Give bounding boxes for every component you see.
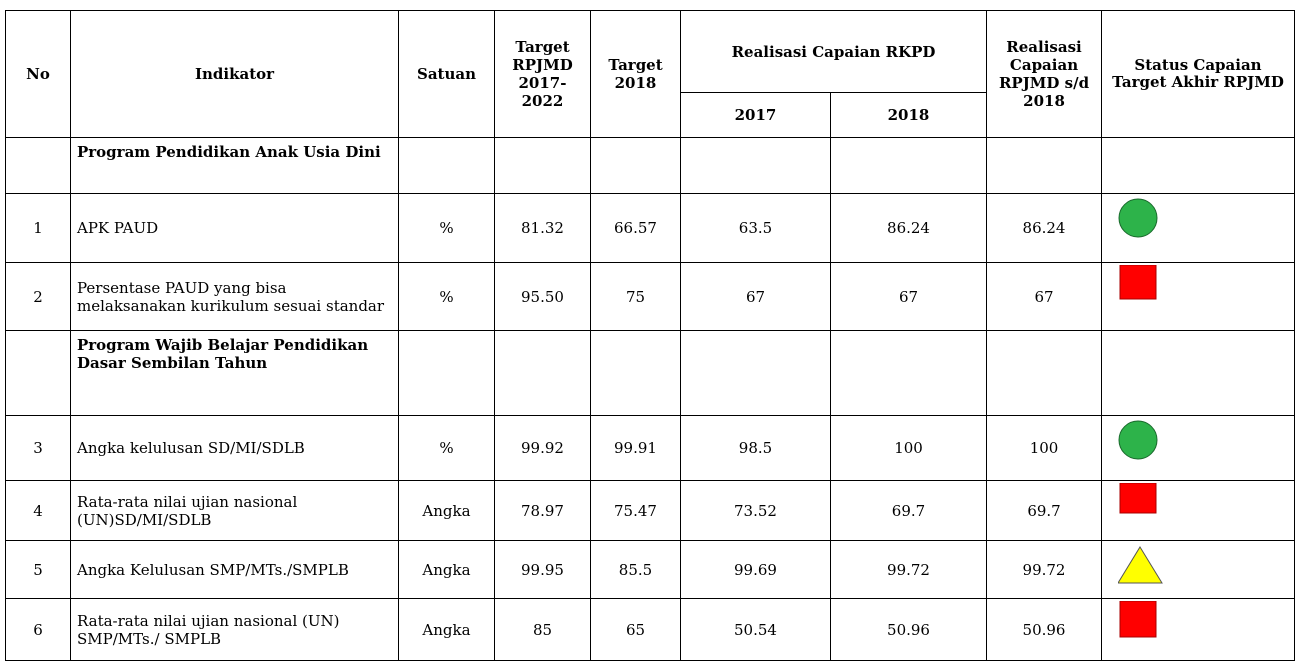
row-number: 1 (5, 193, 71, 263)
value-cell: 99.91 (590, 415, 681, 481)
table-row: Program Pendidikan Anak Usia Dini (5, 137, 1296, 194)
table-row: Program Wajib Belajar Pendidikan Dasar S… (5, 330, 1296, 416)
status-icon (1118, 198, 1158, 238)
indicator: Angka kelulusan SD/MI/SDLB (70, 415, 399, 481)
value-cell: 50.54 (680, 598, 831, 661)
program-title: Program Wajib Belajar Pendidikan Dasar S… (70, 330, 399, 416)
cell (829, 330, 988, 416)
table-row: 6 Rata-rata nilai ujian nasional (UN) SMP… (5, 598, 1296, 661)
header-cell: No (5, 10, 71, 138)
cell (398, 137, 495, 194)
value-cell: 99.72 (986, 540, 1103, 599)
cell (1101, 137, 1296, 194)
value-cell: 99.69 (680, 540, 831, 599)
cell (590, 137, 681, 194)
value-cell: 65 (590, 598, 681, 661)
header-cell: Target 2018 (590, 10, 681, 138)
indicator: Rata-rata nilai ujian nasional (UN) SMP/… (70, 598, 399, 661)
value-cell: 85.5 (590, 540, 681, 599)
value-cell: 99.92 (494, 415, 591, 481)
header-cell: Satuan (398, 10, 495, 138)
cell (494, 330, 591, 416)
indicator: APK PAUD (70, 193, 399, 263)
row-number: 2 (5, 262, 71, 331)
row-number: 6 (5, 598, 71, 661)
header-cell: Status Capaian Target Akhir RPJMD (1101, 10, 1296, 138)
cell (5, 330, 71, 416)
status-cell (1101, 598, 1296, 661)
value-cell: 75 (590, 262, 681, 331)
value-cell: 99.95 (494, 540, 591, 599)
cell (829, 137, 988, 194)
status-cell (1101, 540, 1296, 599)
value-cell: 98.5 (680, 415, 831, 481)
status-icon (1118, 546, 1163, 584)
cell (5, 137, 71, 194)
header-cell: Realisasi Capaian RPJMD s/d 2018 (986, 10, 1103, 138)
status-icon (1119, 483, 1157, 514)
value-cell: 50.96 (986, 598, 1103, 661)
status-icon (1119, 265, 1157, 300)
table-row: 5 Angka Kelulusan SMP/MTs./SMPLB Angka 99.9… (5, 540, 1296, 599)
header-cell: Target RPJMD 2017-2022 (494, 10, 591, 138)
table-row: 2 Persentase PAUD yang bisa melaksanakan … (5, 262, 1296, 331)
value-cell: Angka (398, 598, 495, 661)
value-cell: 67 (680, 262, 831, 331)
value-cell: 63.5 (680, 193, 831, 263)
status-icon (1119, 601, 1157, 638)
value-cell: 95.50 (494, 262, 591, 331)
value-cell: 75.47 (590, 480, 681, 541)
value-cell: 86.24 (986, 193, 1103, 263)
value-cell: 67 (829, 262, 988, 331)
cell (1101, 330, 1296, 416)
value-cell: 100 (829, 415, 988, 481)
value-cell: 81.32 (494, 193, 591, 263)
header-cell: 2017 (680, 92, 831, 138)
value-cell: 69.7 (829, 480, 988, 541)
value-cell: 85 (494, 598, 591, 661)
header-cell: Indikator (70, 10, 399, 138)
header-cell: Realisasi Capaian RKPD (679, 10, 988, 93)
value-cell: 86.24 (829, 193, 988, 263)
value-cell: 69.7 (986, 480, 1103, 541)
status-cell (1101, 193, 1296, 263)
row-number: 4 (5, 480, 71, 541)
indicator: Persentase PAUD yang bisa melaksanakan k… (70, 262, 399, 331)
value-cell: 73.52 (680, 480, 831, 541)
table-row: 3 Angka kelulusan SD/MI/SDLB% 99.92 99.91 98… (5, 415, 1296, 481)
value-cell: 67 (986, 262, 1103, 331)
status-cell (1101, 415, 1296, 481)
cell (494, 137, 591, 194)
table-row: 4 Rata-rata nilai ujian nasional (UN)SD/M… (5, 480, 1296, 541)
cell (986, 137, 1103, 194)
value-cell: 78.97 (494, 480, 591, 541)
indicator: Rata-rata nilai ujian nasional (UN)SD/MI… (70, 480, 399, 541)
status-cell (1101, 480, 1296, 541)
cell (680, 137, 831, 194)
cell (590, 330, 681, 416)
program-title: Program Pendidikan Anak Usia Dini (70, 137, 399, 194)
value-cell: % (398, 262, 495, 331)
header-cell: 2018 (829, 92, 988, 138)
cell (986, 330, 1103, 416)
row-number: 5 (5, 540, 71, 599)
status-cell (1101, 262, 1296, 331)
value-cell: Angka (398, 480, 495, 541)
row-number: 3 (5, 415, 71, 481)
value-cell: % (398, 193, 495, 263)
value-cell: 100 (986, 415, 1103, 481)
value-cell: Angka (398, 540, 495, 599)
value-cell: 66.57 (590, 193, 681, 263)
status-icon (1118, 420, 1158, 460)
table-row: 1 APK PAUD% 81.32 66.57 63.5 86.24 86.24 (5, 193, 1296, 263)
indicator: Angka Kelulusan SMP/MTs./SMPLB (70, 540, 399, 599)
cell (398, 330, 495, 416)
value-cell: % (398, 415, 495, 481)
value-cell: 99.72 (829, 540, 988, 599)
value-cell: 50.96 (829, 598, 988, 661)
indicator-table: No Indikator Satuan Target RPJMD 2017-20… (5, 10, 1296, 661)
cell (680, 330, 831, 416)
